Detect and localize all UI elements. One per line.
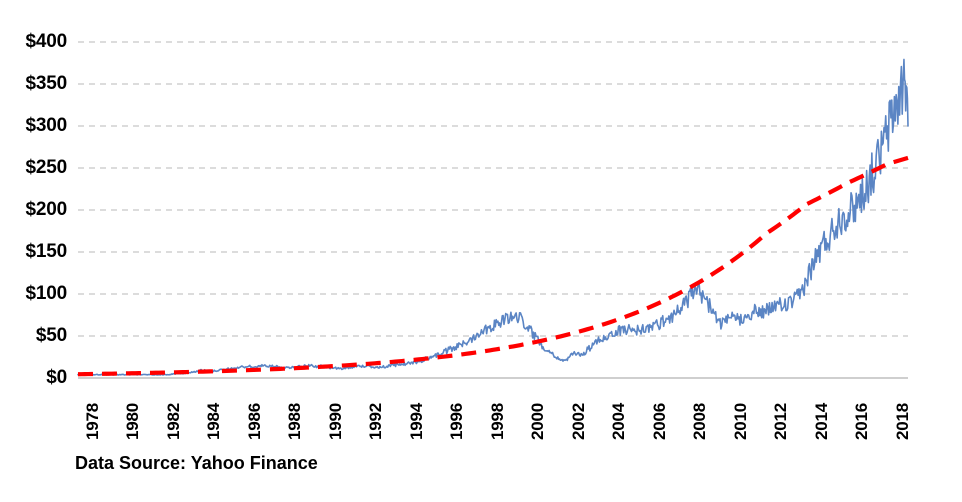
x-axis-tick-2000: 2000 [528,402,548,440]
x-axis-tick-2018: 2018 [892,402,912,440]
x-axis-tick-1984: 1984 [204,402,224,440]
y-axis-tick-400: $400 [25,31,68,52]
x-axis-tick-1996: 1996 [447,402,467,440]
x-axis-tick-2012: 2012 [771,402,791,440]
y-axis-tick-100: $100 [25,283,68,304]
x-axis-tick-2016: 2016 [852,402,872,440]
y-axis-tick-250: $250 [25,157,68,178]
x-axis-tick-2002: 2002 [568,402,588,440]
x-axis-tick-1988: 1988 [285,402,305,440]
x-axis-tick-2006: 2006 [649,402,669,440]
x-axis-tick-1990: 1990 [325,402,345,440]
y-axis-tick-50: $50 [35,325,67,346]
gridlines [78,41,908,337]
exponential-trendline [77,155,909,377]
x-axis-tick-1994: 1994 [406,402,426,440]
x-axis-tick-1980: 1980 [123,402,143,440]
price-series-line [77,58,909,376]
y-axis-tick-300: $300 [25,115,68,136]
y-axis-tick-350: $350 [25,73,68,94]
y-axis-tick-0: $0 [46,367,67,388]
x-axis-tick-2004: 2004 [609,402,629,440]
y-axis-tick-150: $150 [25,241,68,262]
x-axis-tick-1986: 1986 [244,402,264,440]
x-axis-tick-2014: 2014 [811,402,831,440]
x-axis-tick-1978: 1978 [83,402,102,440]
x-axis-tick-1982: 1982 [163,402,183,440]
x-axis-tick-2008: 2008 [690,402,710,440]
y-axis-tick-200: $200 [25,199,68,220]
data-source-caption: Data Source: Yahoo Finance [75,453,318,473]
x-axis-tick-1992: 1992 [366,402,386,440]
x-axis-tick-1998: 1998 [487,402,507,440]
x-axis-tick-2010: 2010 [730,402,750,440]
